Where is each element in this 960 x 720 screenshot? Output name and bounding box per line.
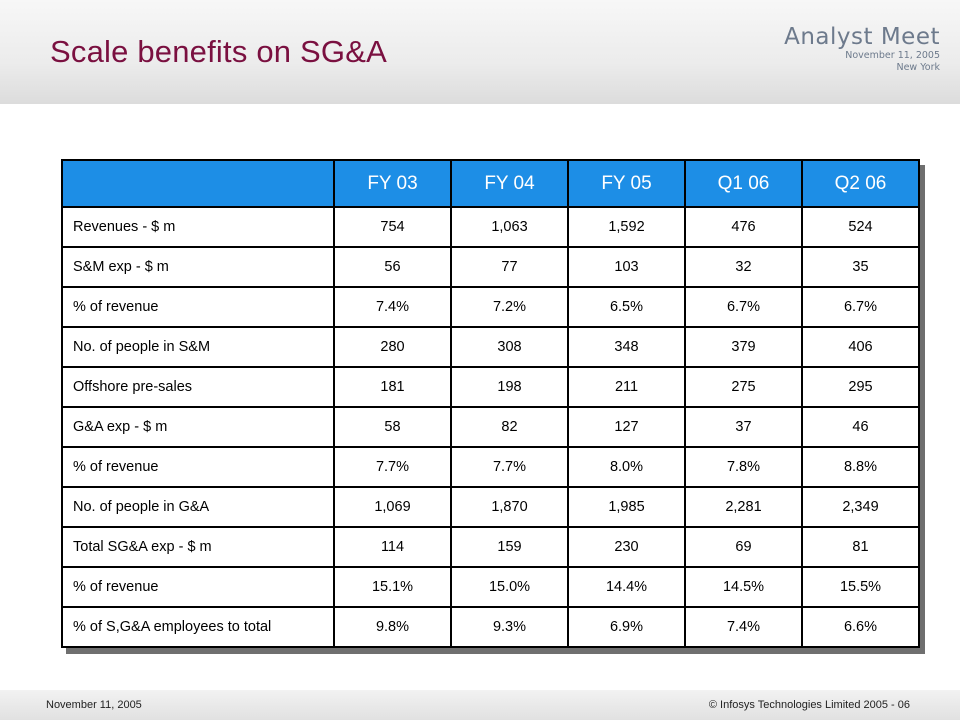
footer-date: November 11, 2005 [46,699,142,711]
table-cell: 15.1% [333,566,452,608]
table-cell: 348 [567,326,686,368]
table-cell: 754 [333,206,452,248]
table-row: S&M exp - $ m 56 77 103 32 35 [61,246,920,288]
table-cell: 6.6% [801,606,920,648]
table-cell: 15.0% [450,566,569,608]
table-row: Offshore pre-sales 181 198 211 275 295 [61,366,920,408]
table-cell: 1,069 [333,486,452,528]
table-cell: 103 [567,246,686,288]
table-cell: 7.4% [684,606,803,648]
table-cell: 81 [801,526,920,568]
table-cell: 14.5% [684,566,803,608]
table-cell: 198 [450,366,569,408]
table-cell: 69 [684,526,803,568]
table-row: G&A exp - $ m 58 82 127 37 46 [61,406,920,448]
table-cell: 308 [450,326,569,368]
table-cell: 1,870 [450,486,569,528]
table-cell: 275 [684,366,803,408]
table-row: % of revenue 15.1% 15.0% 14.4% 14.5% 15.5% [61,566,920,608]
table-cell: 211 [567,366,686,408]
table-cell: 46 [801,406,920,448]
column-header: FY 04 [450,159,569,208]
row-label: % of revenue [61,446,335,488]
row-label: G&A exp - $ m [61,406,335,448]
table-row: % of revenue 7.4% 7.2% 6.5% 6.7% 6.7% [61,286,920,328]
table-cell: 2,281 [684,486,803,528]
table-cell: 524 [801,206,920,248]
event-date: November 11, 2005 [845,50,940,61]
table-cell: 14.4% [567,566,686,608]
table-cell: 379 [684,326,803,368]
table-cell: 1,985 [567,486,686,528]
table-cell: 6.7% [684,286,803,328]
table-cell: 406 [801,326,920,368]
table-cell: 77 [450,246,569,288]
table-cell: 8.8% [801,446,920,488]
footer-copyright: © Infosys Technologies Limited 2005 - 06 [708,699,910,711]
sga-table: FY 03 FY 04 FY 05 Q1 06 Q2 06 Revenues -… [61,159,920,648]
table-cell: 295 [801,366,920,408]
header-band [0,0,960,104]
table-cell: 82 [450,406,569,448]
row-label: % of revenue [61,286,335,328]
column-header: Q2 06 [801,159,920,208]
row-label: S&M exp - $ m [61,246,335,288]
table-cell: 159 [450,526,569,568]
table-cell: 230 [567,526,686,568]
table-cell: 6.9% [567,606,686,648]
table-cell: 6.7% [801,286,920,328]
table-cell: 37 [684,406,803,448]
column-header: FY 03 [333,159,452,208]
column-header: Q1 06 [684,159,803,208]
table-row: % of S,G&A employees to total 9.8% 9.3% 6.9… [61,606,920,648]
table-row: No. of people in S&M 280 308 348 379 406 [61,326,920,368]
column-header: FY 05 [567,159,686,208]
table-cell: 32 [684,246,803,288]
row-label: Offshore pre-sales [61,366,335,408]
table-cell: 1,592 [567,206,686,248]
table-cell: 114 [333,526,452,568]
row-label: Revenues - $ m [61,206,335,248]
slide-title: Scale benefits on SG&A [50,34,387,69]
table-cell: 7.2% [450,286,569,328]
row-label: No. of people in G&A [61,486,335,528]
table-cell: 127 [567,406,686,448]
table-cell: 7.7% [333,446,452,488]
table-row: Revenues - $ m 754 1,063 1,592 476 524 [61,206,920,248]
row-label: % of revenue [61,566,335,608]
event-name: Analyst Meet [784,24,940,50]
table-cell: 1,063 [450,206,569,248]
table-cell: 56 [333,246,452,288]
event-location: New York [896,62,940,73]
table-cell: 7.4% [333,286,452,328]
table-row: No. of people in G&A 1,069 1,870 1,985 2,281… [61,486,920,528]
table-cell: 7.8% [684,446,803,488]
table-cell: 9.3% [450,606,569,648]
row-label: Total SG&A exp - $ m [61,526,335,568]
table-cell: 7.7% [450,446,569,488]
table-cell: 8.0% [567,446,686,488]
table-cell: 181 [333,366,452,408]
table-cell: 9.8% [333,606,452,648]
row-label: % of S,G&A employees to total [61,606,335,648]
table-cell: 15.5% [801,566,920,608]
table-row: % of revenue 7.7% 7.7% 8.0% 7.8% 8.8% [61,446,920,488]
table-cell: 2,349 [801,486,920,528]
table-cell: 58 [333,406,452,448]
row-label: No. of people in S&M [61,326,335,368]
table-cell: 6.5% [567,286,686,328]
table-header-row: FY 03 FY 04 FY 05 Q1 06 Q2 06 [61,159,920,208]
column-header [61,159,335,208]
event-branding: Analyst Meet November 11, 2005 New York [784,24,940,74]
table-cell: 280 [333,326,452,368]
footer-band [0,690,960,720]
table-cell: 35 [801,246,920,288]
table-cell: 476 [684,206,803,248]
table-row: Total SG&A exp - $ m 114 159 230 69 81 [61,526,920,568]
